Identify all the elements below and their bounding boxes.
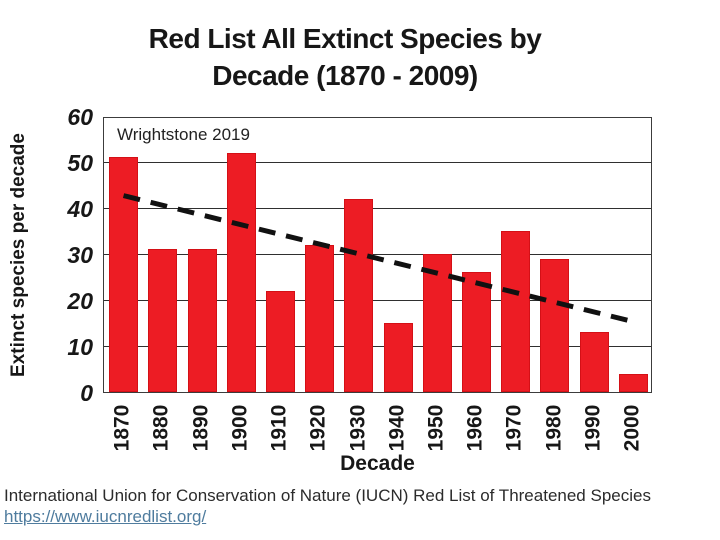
- bar-1910: [265, 290, 295, 392]
- x-tick-1900: 1900: [221, 397, 260, 459]
- bar-1930: [344, 198, 374, 392]
- gridline-10: [104, 345, 651, 347]
- bar-1890: [187, 249, 217, 392]
- x-tick-label: 1950: [424, 404, 448, 452]
- chart-title-line1: Red List All Extinct Species by: [148, 23, 542, 54]
- x-tick-label: 1890: [189, 404, 213, 452]
- footer: International Union for Conservation of …: [4, 485, 716, 528]
- x-tick-1960: 1960: [456, 397, 495, 459]
- bar-1990: [579, 332, 609, 392]
- x-tick-1940: 1940: [378, 397, 417, 459]
- x-tick-1870: 1870: [103, 397, 142, 459]
- x-tick-1990: 1990: [574, 397, 613, 459]
- x-tick-1920: 1920: [299, 397, 338, 459]
- y-tick-60: 60: [67, 104, 93, 130]
- x-tick-1930: 1930: [338, 397, 377, 459]
- y-tick-0: 0: [80, 380, 93, 406]
- bar-1900: [226, 152, 256, 392]
- x-tick-label: 1900: [228, 404, 252, 452]
- bar-1980: [540, 258, 570, 392]
- bar-1950: [422, 254, 452, 392]
- y-tick-40: 40: [67, 196, 93, 222]
- bar-2000: [618, 373, 648, 392]
- gridline-40: [104, 207, 651, 209]
- x-tick-label: 1960: [463, 404, 487, 452]
- y-tick-20: 20: [67, 288, 93, 314]
- x-tick-label: 1990: [581, 404, 605, 452]
- x-axis-title: Decade: [340, 452, 415, 475]
- trend-line: [122, 193, 633, 324]
- x-tick-1880: 1880: [142, 397, 181, 459]
- x-tick-1950: 1950: [417, 397, 456, 459]
- gridline-30: [104, 253, 651, 255]
- y-tick-50: 50: [67, 150, 93, 176]
- bar-1960: [462, 272, 492, 392]
- x-tick-1970: 1970: [495, 397, 534, 459]
- bar-1920: [305, 244, 335, 392]
- x-axis-tick-labels: 1870 1880 1890 1900 1910 1920 1930 1940 1950 1960…: [103, 397, 652, 459]
- source-text: International Union for Conservation of …: [4, 486, 651, 505]
- source-link[interactable]: https://www.iucnredlist.org/: [4, 507, 207, 526]
- x-tick-label: 2000: [620, 404, 644, 452]
- y-axis-title: Extinct species per decade: [8, 133, 29, 377]
- bar-1880: [148, 249, 178, 392]
- annotation-label: Wrightstone 2019: [117, 125, 250, 144]
- x-tick-label: 1880: [149, 404, 173, 452]
- x-tick-label: 1930: [345, 404, 369, 452]
- y-tick-10: 10: [67, 334, 93, 360]
- x-tick-label: 1980: [541, 404, 565, 452]
- x-tick-label: 1970: [502, 404, 526, 452]
- chart-title-line2: Decade (1870 - 2009): [212, 60, 478, 91]
- bar-1970: [501, 231, 531, 392]
- y-axis-tick-labels: 0 10 20 30 40 50 60: [30, 104, 93, 406]
- plot-area: Wrightstone 2019: [103, 117, 652, 393]
- x-tick-label: 1910: [267, 404, 291, 452]
- y-tick-30: 30: [67, 242, 93, 268]
- bar-1940: [383, 323, 413, 392]
- trend-line-layer: [122, 193, 633, 324]
- gridline-50: [104, 161, 651, 163]
- gridline-20: [104, 299, 651, 301]
- x-tick-1910: 1910: [260, 397, 299, 459]
- x-tick-1980: 1980: [534, 397, 573, 459]
- x-tick-2000: 2000: [613, 397, 652, 459]
- x-tick-1890: 1890: [181, 397, 220, 459]
- x-tick-label: 1920: [306, 404, 330, 452]
- x-tick-label: 1870: [110, 404, 134, 452]
- x-tick-label: 1940: [385, 404, 409, 452]
- chart-title: Red List All Extinct Species by Decade (…: [0, 20, 690, 94]
